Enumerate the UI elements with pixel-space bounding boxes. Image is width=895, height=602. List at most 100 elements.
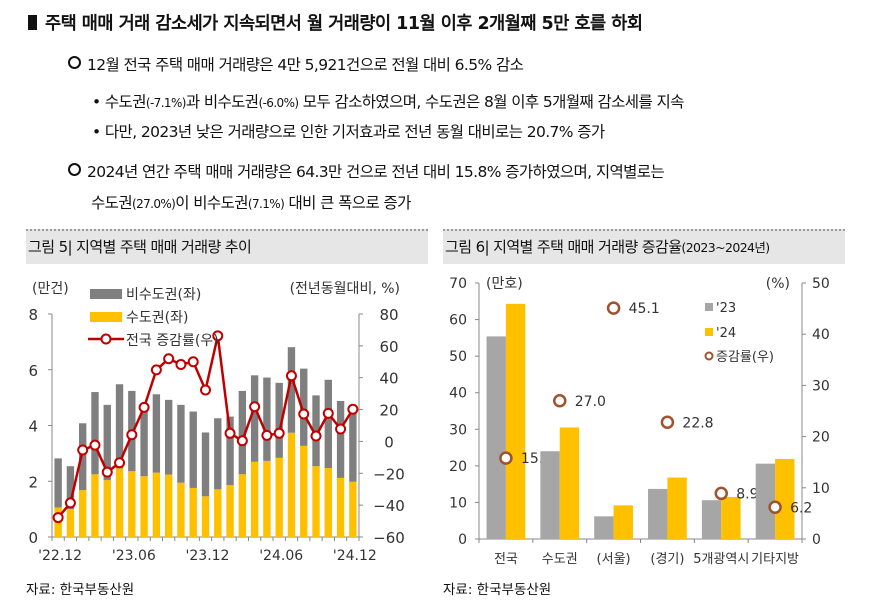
y-tick-label: 20 [449, 459, 467, 475]
bar-non-capital [226, 416, 234, 486]
y-unit-label: (만호) [486, 276, 523, 292]
bullet-2: 2024년 연간 주택 매매 거래량은 64.3만 건으로 전년 대비 15.8… [68, 160, 665, 182]
legend-swatch-2023 [705, 303, 713, 311]
bar-capital [263, 460, 271, 537]
bar-capital [128, 471, 136, 537]
bar-2024 [559, 427, 580, 539]
bar-capital [177, 482, 185, 537]
y-unit-label: (만건) [32, 281, 69, 297]
y-tick-label: 70 [449, 276, 467, 292]
bar-capital [300, 445, 308, 537]
y2-tick-label: 30 [812, 378, 830, 394]
bar-non-capital [238, 390, 247, 475]
y-tick-label: 0 [458, 532, 467, 548]
y-tick-label: 2 [28, 473, 38, 491]
bar-non-capital [189, 411, 197, 488]
point-national-growth [163, 353, 175, 365]
bar-non-capital [324, 379, 332, 469]
source-note-fig5: 자료: 한국부동산원 [26, 582, 135, 598]
sub-bullet-1: • 수도권(-7.1%)과 비수도권(-6.0%) 모두 감소하였으며, 수도권… [92, 93, 685, 111]
bar-non-capital [300, 368, 308, 446]
y-tick-label: 6 [28, 362, 38, 380]
bar-2023 [486, 336, 506, 539]
bar-non-capital [287, 347, 296, 433]
point-national-growth [335, 423, 347, 435]
bullet-1: 12월 전국 주택 매매 거래량은 4만 5,921건으로 전월 대비 6.5%… [68, 53, 524, 75]
figure-6-title-text: 그림 6| 지역별 주택 매매 거래량 증감율 [445, 238, 682, 256]
bar-non-capital [349, 409, 357, 482]
y2-unit-label: (전년동월대비, %) [290, 281, 400, 297]
y2-tick-label: 20 [379, 402, 398, 420]
bar-non-capital [177, 404, 185, 483]
legend-label: 비수도권(좌) [126, 287, 201, 303]
bar-non-capital [201, 432, 210, 497]
x-category-label: 기타지방 [751, 552, 799, 567]
y2-tick-label: 50 [812, 276, 830, 292]
t: 과 비수도권 [185, 93, 259, 111]
growth-data-label: 45.1 [629, 301, 660, 317]
bar-capital [349, 481, 357, 537]
point-national-growth [114, 457, 126, 469]
y2-tick-label: 20 [812, 430, 830, 446]
circle-bullet-icon [68, 163, 81, 176]
y2-tick-label: 80 [379, 306, 398, 324]
bar-capital [275, 457, 283, 537]
bullet-2-line1: 2024년 연간 주택 매매 거래량은 64.3만 건으로 전년 대비 15.8… [87, 163, 665, 181]
point-national-growth [212, 330, 224, 342]
point-national-growth [200, 384, 211, 396]
point-national-growth [138, 401, 150, 413]
y2-unit-label: (%) [766, 276, 790, 292]
bar-2023 [594, 516, 614, 539]
bar-2024 [721, 496, 741, 539]
y2-tick-label: −20 [373, 465, 405, 483]
square-bullet-icon [28, 15, 37, 30]
bar-2024 [613, 505, 633, 539]
legend-label: '23 [716, 301, 736, 316]
t: 대비 큰 폭으로 증가 [284, 194, 411, 212]
t: 모두 감소하였으며, 수도권은 8월 이후 5개월째 감소세를 지속 [298, 93, 685, 111]
headline-text: 주택 매매 거래 감소세가 지속되면서 월 거래량이 11월 이후 2개월째 5… [45, 14, 643, 34]
t: 수도권 [91, 194, 133, 212]
x-category-label: 수도권 [542, 552, 578, 567]
x-tick-label: '22.12 [38, 548, 82, 564]
growth-marker [768, 500, 782, 515]
bar-capital [91, 474, 99, 537]
y-tick-label: 4 [28, 418, 38, 436]
source-note-fig6: 자료: 한국부동산원 [443, 582, 552, 598]
bar-non-capital [214, 418, 222, 490]
bar-2023 [755, 463, 776, 539]
bar-non-capital [152, 394, 161, 473]
legend-label: 수도권(좌) [126, 310, 188, 326]
bar-non-capital [54, 458, 62, 508]
y-tick-label: 40 [449, 386, 467, 402]
growth-data-label: 8.9 [736, 486, 758, 502]
bar-capital [189, 487, 197, 537]
point-national-growth [322, 407, 334, 419]
y-tick-label: 30 [449, 422, 467, 438]
point-national-growth [52, 512, 64, 524]
legend-label: 전국 증감률(우) [126, 333, 219, 349]
bar-2023 [648, 488, 668, 539]
x-tick-label: '24.06 [259, 548, 303, 564]
bar-non-capital [103, 404, 111, 481]
bar-capital [115, 468, 124, 537]
legend-marker-growth [704, 351, 714, 361]
t: 이 비수도권 [175, 194, 248, 212]
bar-capital [238, 474, 247, 537]
y2-tick-label: 60 [379, 338, 398, 356]
figure-6-title: 그림 6| 지역별 주택 매매 거래량 증감율(2023~2024년) [443, 229, 845, 264]
y2-tick-label: 0 [384, 433, 394, 451]
t: 수도권 [104, 93, 147, 111]
x-tick-label: '23.06 [112, 548, 156, 564]
growth-data-label: 22.8 [682, 415, 713, 431]
bar-non-capital [91, 392, 99, 475]
bar-2024 [505, 303, 526, 539]
y-tick-label: 0 [28, 529, 38, 547]
x-tick-label: '24.12 [333, 548, 377, 564]
point-national-growth [273, 427, 285, 439]
legend-label: 증감률(우) [716, 350, 774, 365]
growth-marker [553, 394, 567, 408]
point-national-growth [285, 370, 297, 382]
bar-2024 [667, 477, 687, 539]
bar-capital [226, 485, 234, 537]
